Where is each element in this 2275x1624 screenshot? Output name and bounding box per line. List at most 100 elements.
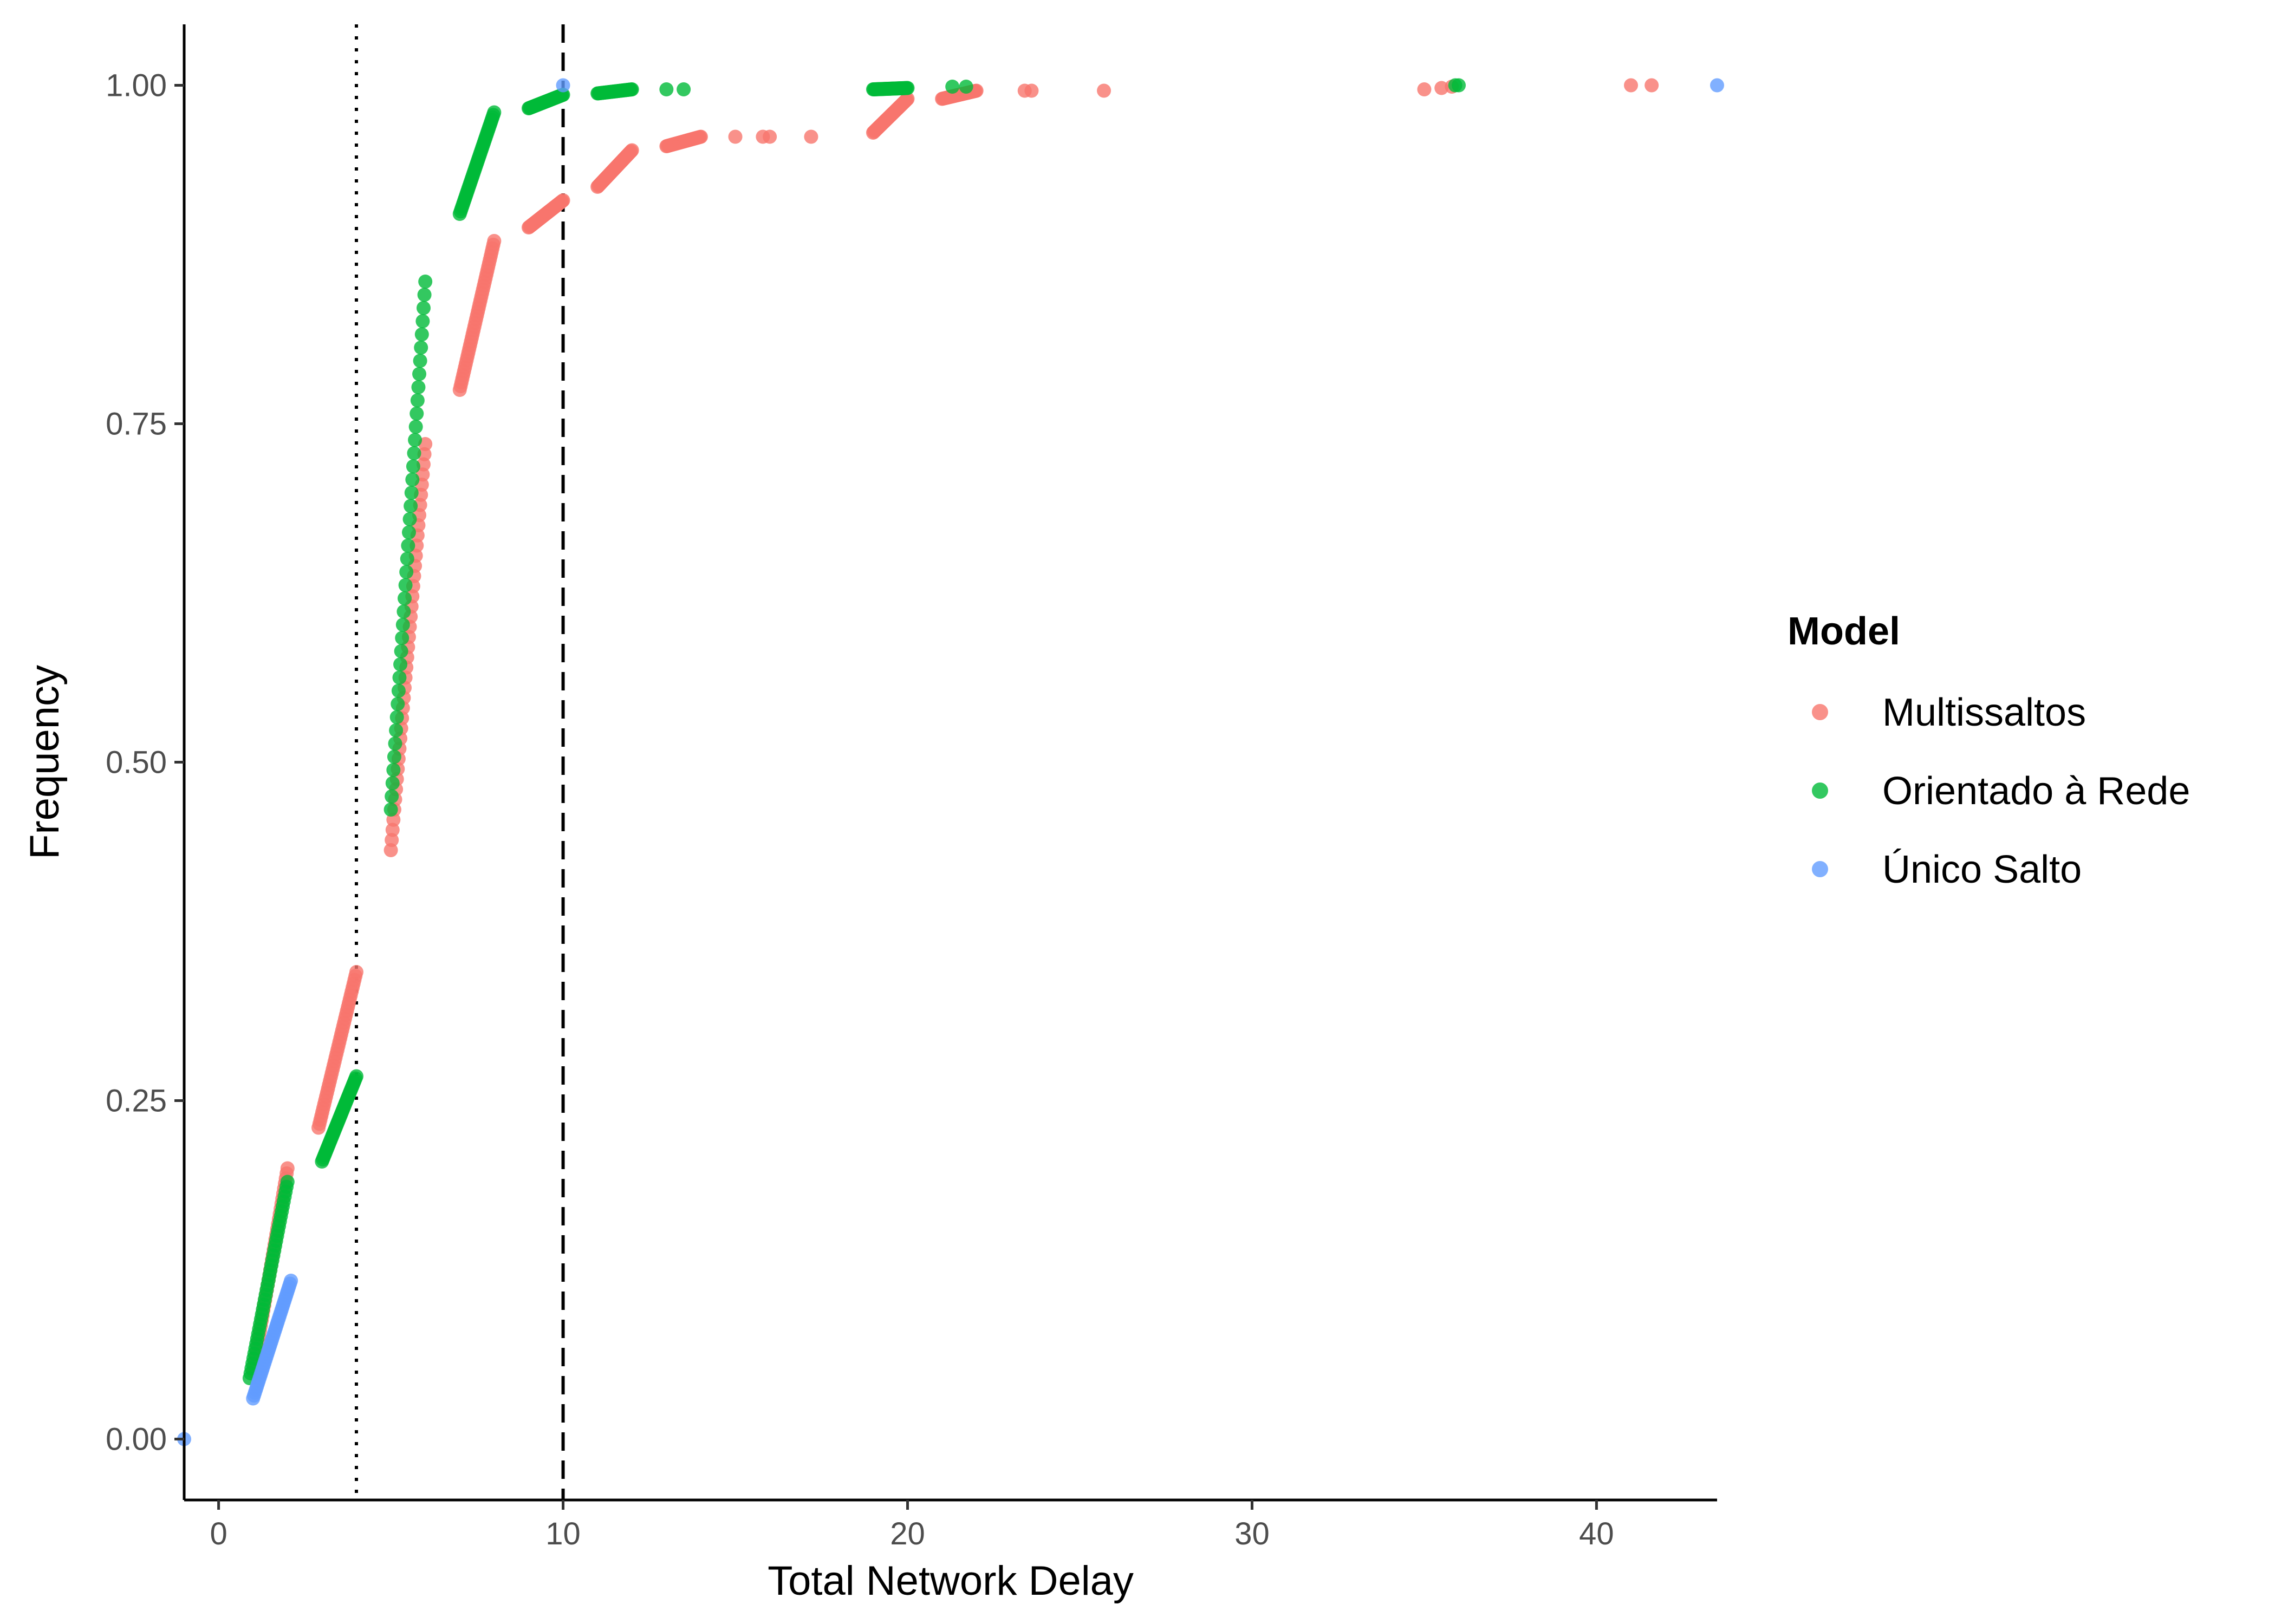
data-point: [1710, 78, 1724, 93]
x-tick-label: 10: [545, 1516, 581, 1551]
data-point: [385, 789, 399, 804]
y-tick-label: 0.75: [106, 407, 167, 442]
data-point: [418, 275, 433, 289]
data-point: [410, 406, 424, 421]
data-point: [405, 472, 420, 487]
data-point: [413, 354, 427, 368]
data-point: [414, 327, 429, 342]
data-point: [693, 129, 708, 144]
data-point: [385, 776, 400, 791]
data-point: [404, 499, 418, 513]
data-point: [900, 92, 915, 106]
data-point: [417, 288, 432, 302]
data-point: [804, 129, 818, 144]
data-point: [401, 538, 415, 553]
data-point: [407, 446, 421, 460]
data-point: [284, 1274, 298, 1288]
data-point: [408, 433, 422, 447]
data-point: [398, 578, 413, 592]
data-point: [389, 723, 404, 738]
data-point: [395, 617, 410, 632]
data-point: [408, 420, 423, 434]
data-point: [349, 965, 363, 979]
data-point: [389, 710, 404, 725]
data-point: [487, 234, 502, 248]
data-point: [349, 1069, 363, 1084]
x-tick-label: 30: [1234, 1516, 1270, 1551]
y-tick-label: 0.00: [106, 1422, 167, 1457]
data-point: [556, 78, 570, 93]
x-axis-ticks: 0 10 20 30 40: [210, 1500, 1614, 1551]
x-axis-title: Total Network Delay: [768, 1558, 1134, 1604]
data-point: [1024, 83, 1039, 98]
data-point: [392, 670, 407, 685]
data-point: [280, 1161, 295, 1176]
y-tick-label: 0.50: [106, 745, 167, 780]
data-point: [659, 82, 674, 96]
legend-label: Orientado à Rede: [1882, 769, 2190, 813]
data-point: [404, 486, 419, 500]
data-point: [410, 393, 425, 408]
data-point: [411, 380, 426, 394]
data-point: [384, 803, 398, 817]
data-point: [401, 525, 416, 540]
data-point: [385, 823, 400, 837]
data-point: [280, 1175, 295, 1189]
data-point: [677, 82, 691, 96]
y-axis-title: Frequency: [22, 665, 68, 859]
data-point: [945, 80, 960, 94]
data-point: [384, 843, 398, 857]
y-tick-label: 0.25: [106, 1084, 167, 1119]
x-tick-label: 20: [890, 1516, 925, 1551]
data-point: [415, 314, 430, 329]
data-point: [400, 551, 414, 566]
legend-label: Único Salto: [1882, 848, 2082, 891]
data-point: [385, 833, 399, 847]
data-point: [386, 762, 401, 777]
legend-key: [1812, 861, 1828, 877]
data-point: [393, 657, 408, 671]
legend: Model Multissaltos Orientado à Rede Único …: [1787, 610, 2190, 891]
data-point: [1624, 78, 1639, 93]
data-point: [394, 644, 408, 658]
y-axis-ticks: 0.00 0.25 0.50 0.75 1.00: [106, 68, 184, 1457]
series-multissaltos: [246, 78, 1659, 1379]
y-tick-label: 1.00: [106, 68, 167, 103]
data-point: [399, 565, 414, 579]
series--nico-salto: [177, 78, 1724, 1446]
data-point: [406, 459, 420, 474]
series-orientado-rede: [242, 78, 1466, 1385]
data-point: [388, 736, 402, 751]
x-tick-label: 0: [210, 1516, 227, 1551]
data-point: [391, 697, 405, 711]
x-tick-label: 40: [1579, 1516, 1614, 1551]
data-point: [417, 447, 432, 461]
data-point: [625, 143, 639, 158]
data-point: [402, 512, 417, 526]
legend-key: [1812, 782, 1828, 799]
data-point: [414, 340, 428, 355]
legend-key: [1812, 704, 1828, 720]
data-point: [1452, 78, 1466, 93]
data-point: [959, 80, 973, 94]
data-point: [396, 604, 411, 619]
data-point: [556, 193, 570, 207]
data-points: [177, 78, 1724, 1446]
plot-area: [177, 24, 1724, 1500]
data-point: [398, 591, 412, 605]
legend-items: Multissaltos Orientado à Rede Único Salto: [1812, 691, 2190, 891]
data-point: [900, 81, 915, 95]
data-point: [487, 105, 502, 120]
data-point: [1644, 78, 1659, 93]
data-point: [763, 129, 777, 144]
data-point: [625, 82, 639, 96]
data-point: [412, 367, 427, 381]
data-point: [1417, 82, 1432, 96]
legend-title: Model: [1787, 610, 1900, 653]
data-point: [1434, 81, 1449, 95]
data-point: [387, 749, 401, 764]
data-point: [1097, 83, 1111, 98]
legend-label: Multissaltos: [1882, 691, 2086, 734]
data-point: [391, 683, 406, 698]
